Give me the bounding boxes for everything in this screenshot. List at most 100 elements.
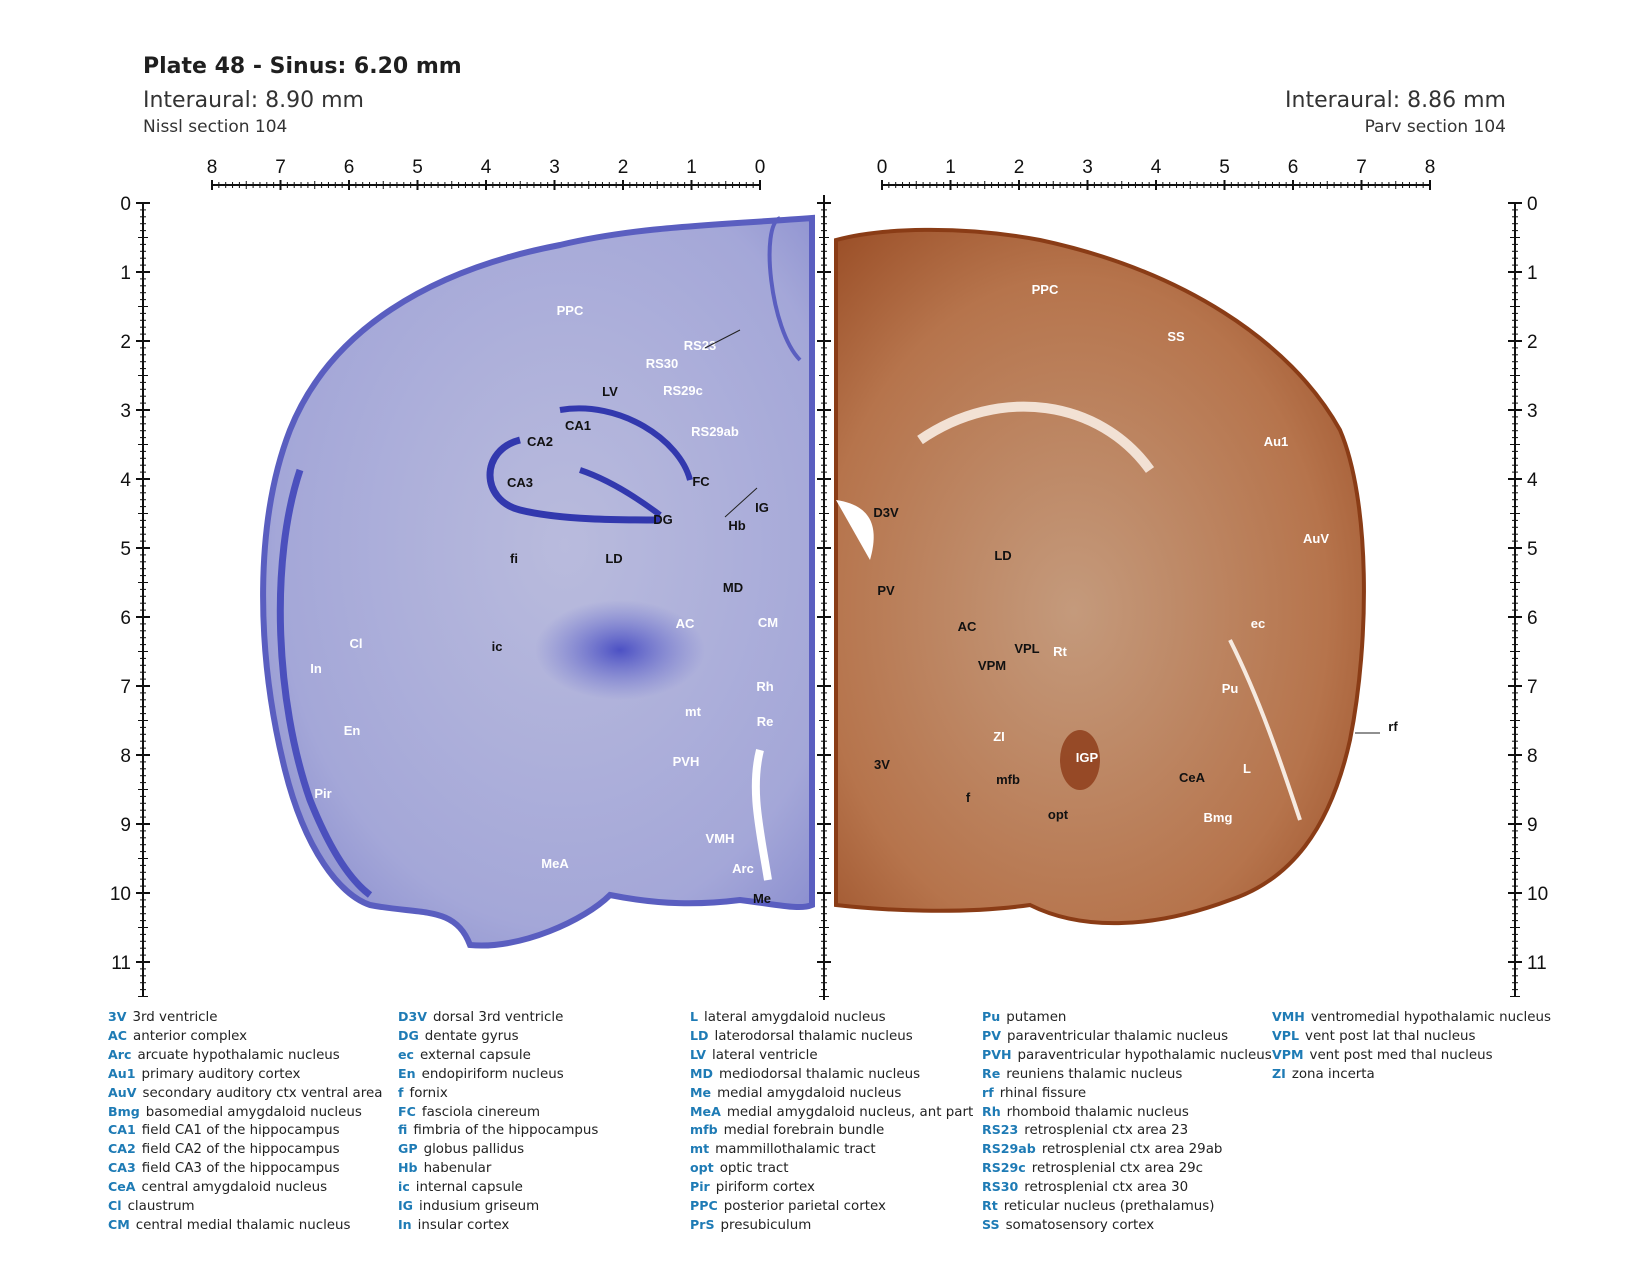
legend-entry: PV paraventricular thalamic nucleus <box>982 1027 1272 1046</box>
nissl-region-label: In <box>310 661 322 676</box>
legend-entry: VPM vent post med thal nucleus <box>1272 1046 1551 1065</box>
legend-description: secondary auditory ctx ventral area <box>142 1085 383 1101</box>
legend-description: medial amygdaloid nucleus <box>717 1085 902 1101</box>
legend-entry: VMH ventromedial hypothalamic nucleus <box>1272 1008 1551 1027</box>
legend-abbrev: AC <box>108 1027 127 1043</box>
legend-entry: IG indusium griseum <box>398 1197 598 1216</box>
legend-description: rhomboid thalamic nucleus <box>1006 1104 1189 1120</box>
legend-description: putamen <box>1006 1010 1067 1025</box>
legend-entry: GP globus pallidus <box>398 1140 598 1159</box>
legend-description: presubiculum <box>720 1217 812 1233</box>
depth-tick-label: 3 <box>120 401 131 422</box>
legend-abbrev: 3V <box>108 1009 127 1024</box>
legend-abbrev: VPM <box>1272 1046 1304 1062</box>
depth-tick-label: 1 <box>1527 263 1538 284</box>
parv-region-label: ec <box>1251 616 1265 631</box>
nissl-region-label: RS23 <box>684 338 717 353</box>
legend-description: reuniens thalamic nucleus <box>1006 1066 1183 1082</box>
depth-tick-label: 9 <box>1527 815 1538 836</box>
legend-abbrev: L <box>690 1009 699 1024</box>
legend-entry: RS30 retrosplenial ctx area 30 <box>982 1178 1272 1197</box>
legend-entry: RS29ab retrosplenial ctx area 29ab <box>982 1140 1272 1159</box>
legend-entry: CA3 field CA3 of the hippocampus <box>108 1159 382 1178</box>
parv-region-label: VPM <box>978 658 1006 673</box>
legend-entry: FC fasciola cinereum <box>398 1103 598 1122</box>
depth-tick-label: 6 <box>120 608 131 629</box>
legend-entry: En endopiriform nucleus <box>398 1065 598 1084</box>
nissl-region-label: PPC <box>557 303 584 318</box>
parv-region-label: SS <box>1167 329 1185 344</box>
legend-abbrev: VMH <box>1272 1009 1305 1024</box>
legend-description: mediodorsal thalamic nucleus <box>719 1066 921 1082</box>
legend-abbrev: ec <box>398 1046 415 1062</box>
parv-region-label: PPC <box>1032 282 1059 297</box>
legend-entry: Cl claustrum <box>108 1197 382 1216</box>
depth-tick-label: 4 <box>120 470 131 491</box>
scale-tick-label: 2 <box>618 157 629 178</box>
legend-entry: AuV secondary auditory ctx ventral area <box>108 1084 382 1103</box>
legend-entry: Rh rhomboid thalamic nucleus <box>982 1103 1272 1122</box>
right-interaural: Interaural: 8.86 mm <box>1285 88 1506 113</box>
nissl-region-label: AC <box>676 616 695 631</box>
legend-abbrev: RS23 <box>982 1122 1019 1138</box>
legend-entry: AC anterior complex <box>108 1027 382 1046</box>
scale-tick-label: 4 <box>481 157 492 178</box>
scale-tick-label: 4 <box>1151 157 1162 178</box>
legend-abbrev: MD <box>690 1065 713 1081</box>
legend-description: laterodorsal thalamic nucleus <box>714 1028 913 1044</box>
legend-description: endopiriform nucleus <box>421 1066 564 1082</box>
depth-tick-label: 2 <box>1527 332 1538 353</box>
legend-entry: LV lateral ventricle <box>690 1046 973 1065</box>
legend-entry: opt optic tract <box>690 1159 973 1178</box>
legend-column: VMH ventromedial hypothalamic nucleus VPL v… <box>1272 1008 1551 1084</box>
legend-description: indusium griseum <box>419 1199 540 1215</box>
legend-entry: CA2 field CA2 of the hippocampus <box>108 1140 382 1159</box>
legend-abbrev: Hb <box>398 1160 418 1176</box>
legend-abbrev: CA1 <box>108 1122 136 1138</box>
scale-tick-label: 5 <box>1219 157 1230 178</box>
legend-entry: D3V dorsal 3rd ventricle <box>398 1008 598 1027</box>
legend-entry: Bmg basomedial amygdaloid nucleus <box>108 1103 382 1122</box>
legend-entry: mt mammillothalamic tract <box>690 1140 973 1159</box>
legend-description: optic tract <box>719 1161 789 1177</box>
nissl-region-label: PVH <box>673 754 700 769</box>
scale-tick-label: 7 <box>1356 157 1367 178</box>
legend-entry: LD laterodorsal thalamic nucleus <box>690 1027 973 1046</box>
legend-entry: Arc arcuate hypothalamic nucleus <box>108 1046 382 1065</box>
legend-entry: RS23 retrosplenial ctx area 23 <box>982 1121 1272 1140</box>
legend-abbrev: AuV <box>108 1084 137 1100</box>
legend-abbrev: Pu <box>982 1009 1001 1024</box>
depth-tick-label: 6 <box>1527 608 1538 629</box>
legend-abbrev: fi <box>398 1122 408 1138</box>
legend-abbrev: Me <box>690 1084 712 1100</box>
legend-description: central amygdaloid nucleus <box>141 1180 328 1196</box>
legend-abbrev: Rh <box>982 1103 1001 1119</box>
legend-abbrev: MeA <box>690 1103 721 1119</box>
scale-tick-label: 1 <box>945 157 956 178</box>
legend-abbrev: LV <box>690 1046 707 1062</box>
parv-region-label: Bmg <box>1204 810 1233 825</box>
legend-description: field CA1 of the hippocampus <box>141 1123 340 1139</box>
parv-region-label: PV <box>877 583 895 598</box>
legend-entry: CM central medial thalamic nucleus <box>108 1216 382 1235</box>
scale-tick-label: 2 <box>1014 157 1025 178</box>
leader-lines <box>704 329 1380 734</box>
depth-tick-label: 11 <box>1527 953 1547 974</box>
legend-description: anterior complex <box>133 1028 248 1044</box>
nissl-region-label: IG <box>755 500 769 515</box>
parv-region-label: AuV <box>1303 531 1329 546</box>
nissl-region-label: MeA <box>541 856 569 871</box>
parv-region-label: Rt <box>1053 644 1067 659</box>
parv-region-label: mfb <box>996 772 1020 787</box>
depth-tick-label: 11 <box>111 953 131 974</box>
scale-tick-label: 0 <box>877 157 888 178</box>
legend-description: retrosplenial ctx area 23 <box>1024 1123 1189 1139</box>
nissl-region-label: Pir <box>314 786 331 801</box>
parv-region-label: rf <box>1388 719 1398 734</box>
legend-abbrev: LD <box>690 1027 709 1043</box>
legend-description: dentate gyrus <box>424 1028 519 1044</box>
depth-tick-label: 8 <box>1527 746 1538 767</box>
depth-tick-label: 8 <box>120 746 131 767</box>
